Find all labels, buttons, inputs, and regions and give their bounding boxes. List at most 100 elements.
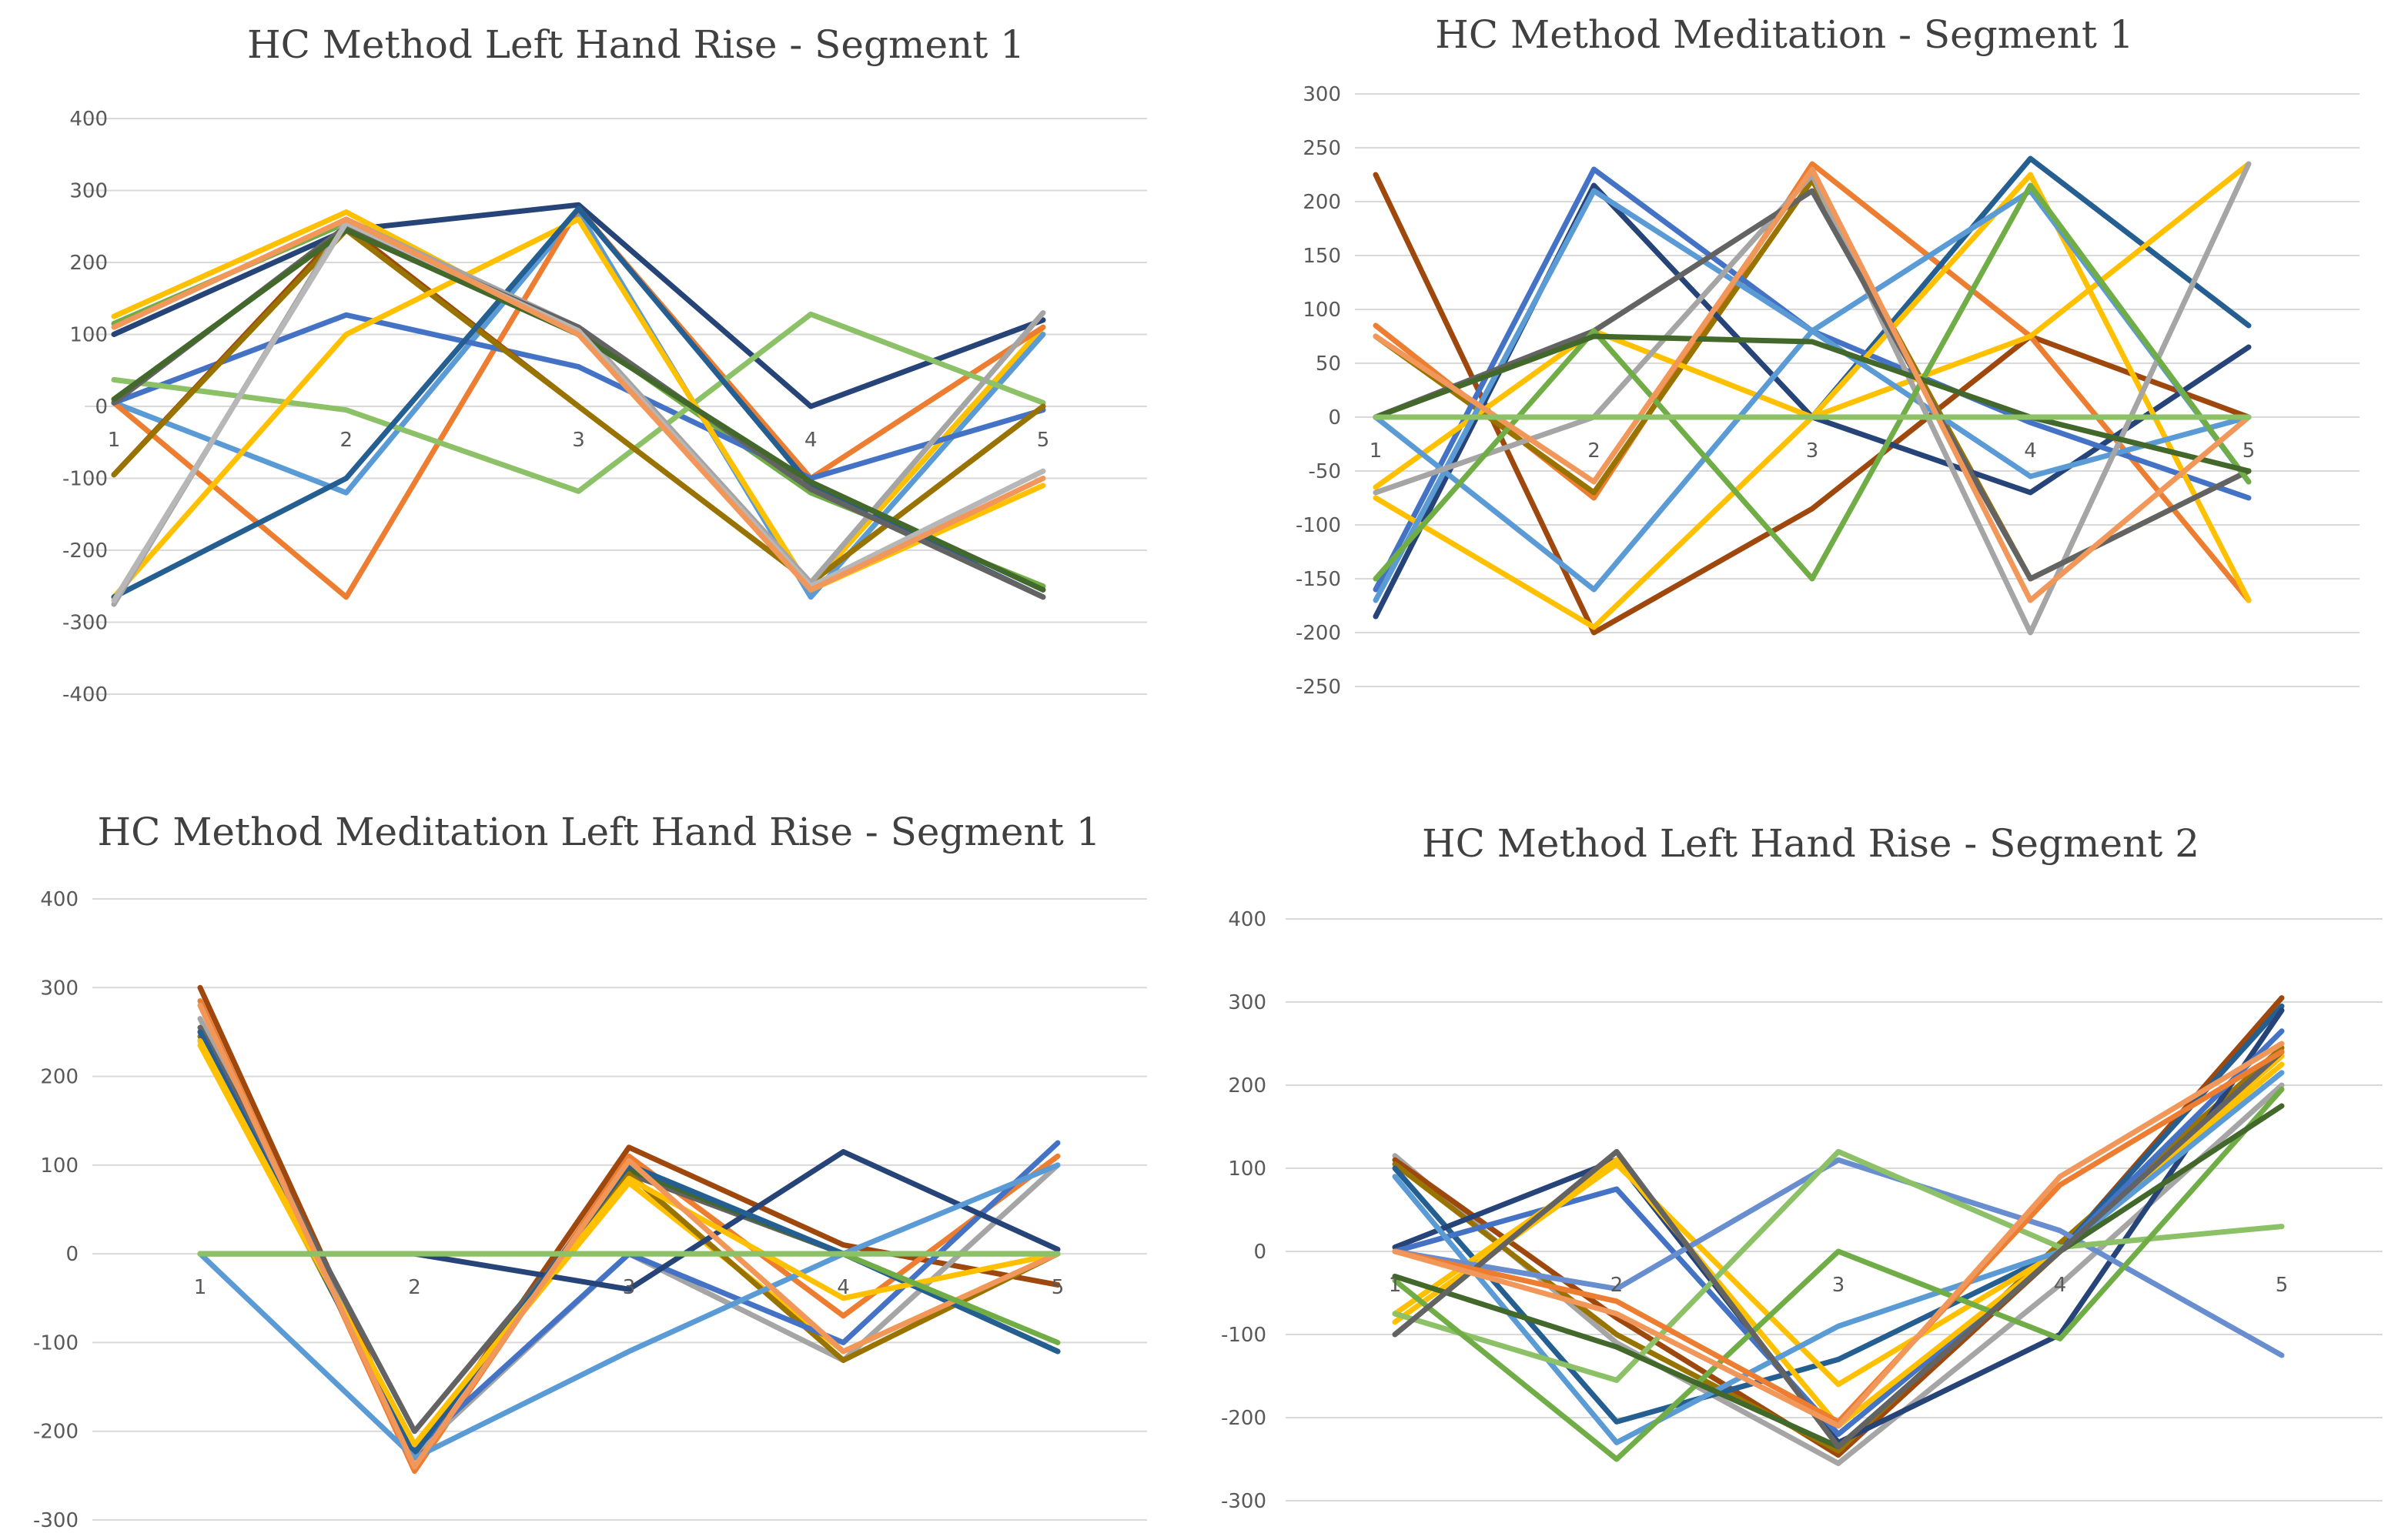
series-line-12 — [1392, 1086, 2285, 1462]
y-tick-label: 100 — [1228, 1158, 1266, 1181]
series-line-4 — [1373, 182, 2252, 620]
y-tick-label: 200 — [1303, 191, 1341, 214]
x-tick-label: 5 — [1052, 1276, 1065, 1299]
series-line-3 — [197, 1016, 1061, 1457]
x-tick-label: 2 — [1610, 1274, 1624, 1297]
series-line-12 — [197, 1037, 1061, 1448]
series-line-5 — [1373, 155, 2252, 420]
x-tick-label: 5 — [2276, 1274, 2289, 1297]
y-tick-label: 300 — [69, 180, 108, 203]
y-tick-label: 0 — [65, 1243, 79, 1266]
series-line-13 — [1373, 182, 2252, 582]
series-line-9 — [1392, 1070, 2285, 1445]
y-tick-label: 200 — [40, 1066, 79, 1089]
x-tick-label: 1 — [1370, 439, 1383, 463]
chart-title: HC Method Meditation Left Hand Rise - Se… — [97, 810, 1100, 854]
y-tick-label: 0 — [1253, 1241, 1266, 1264]
series-line-11 — [1373, 161, 2252, 636]
x-tick-label: 4 — [2024, 439, 2037, 463]
y-tick-label: -300 — [33, 1509, 79, 1532]
x-tick-label: 5 — [1037, 429, 1050, 452]
y-tick-label: 400 — [40, 888, 79, 911]
y-tick-label: -400 — [62, 683, 108, 707]
y-tick-label: -200 — [1221, 1407, 1266, 1430]
series-line-2 — [197, 998, 1061, 1475]
y-tick-label: 0 — [1328, 406, 1341, 429]
y-tick-label: 300 — [40, 977, 79, 1000]
series-line-14 — [111, 227, 1046, 593]
x-tick-label: 2 — [408, 1276, 421, 1299]
y-tick-label: -300 — [1221, 1490, 1266, 1513]
x-tick-label: 1 — [1389, 1274, 1402, 1297]
x-tick-label: 1 — [194, 1276, 207, 1299]
chart-title: HC Method Left Hand Rise - Segment 2 — [1422, 821, 2199, 866]
x-tick-label: 3 — [572, 429, 585, 452]
series-line-1 — [197, 984, 1061, 1461]
x-tick-label: 3 — [623, 1276, 636, 1299]
series-line-6 — [197, 1042, 1061, 1448]
y-tick-label: 300 — [1303, 83, 1341, 106]
y-tick-label: -100 — [1221, 1324, 1266, 1347]
y-tick-label: 100 — [40, 1154, 79, 1178]
series-line-4 — [1392, 1003, 2285, 1425]
y-tick-label: -200 — [62, 540, 108, 563]
chart-panel-top-right: HC Method Meditation - Segment 1 300 250 2… — [1186, 0, 2398, 754]
series-line-7 — [111, 311, 1046, 494]
chart-panel-top-left: HC Method Left Hand Rise - Segment 1 400… — [0, 0, 1186, 754]
series-line-10 — [197, 1029, 1061, 1457]
y-tick-label: 200 — [69, 252, 108, 275]
series-line-5 — [197, 1037, 1061, 1452]
x-tick-label: 4 — [837, 1276, 850, 1299]
series-line-6 — [1392, 1028, 2285, 1438]
y-tick-label: -100 — [62, 468, 108, 491]
chart-panel-bottom-left: HC Method Meditation Left Hand Rise - Se… — [0, 793, 1186, 1540]
chart-meditation-left-hand-rise-segment-1: HC Method Meditation Left Hand Rise - Se… — [33, 810, 1147, 1532]
chart-title: HC Method Meditation - Segment 1 — [1435, 12, 2133, 57]
y-tick-label: -150 — [1296, 568, 1341, 591]
x-tick-label: 4 — [804, 429, 818, 452]
y-tick-label: -250 — [1296, 676, 1341, 699]
series-line-14 — [1392, 1049, 2285, 1450]
series-line-15 — [1392, 1049, 2285, 1425]
y-tick-label: 100 — [1303, 299, 1341, 322]
y-tick-label: 250 — [1303, 137, 1341, 160]
chart-meditation-segment-1: HC Method Meditation - Segment 1 3002502… — [1296, 12, 2360, 699]
x-tick-label: 3 — [1832, 1274, 1845, 1297]
x-tick-label: 1 — [108, 429, 121, 452]
y-tick-label: 0 — [95, 396, 108, 419]
series-line-14 — [1373, 333, 2252, 474]
series-line-15 — [111, 220, 1046, 603]
y-tick-label: 50 — [1316, 352, 1341, 376]
chart-left-hand-rise-segment-1: HC Method Left Hand Rise - Segment 1 400… — [62, 22, 1147, 707]
series-line-15 — [1373, 166, 2252, 603]
series-line-8 — [197, 1029, 1061, 1452]
y-tick-label: -300 — [62, 612, 108, 635]
chart-title: HC Method Left Hand Rise - Segment 1 — [247, 22, 1025, 67]
y-tick-label: 150 — [1303, 245, 1341, 268]
y-tick-label: -100 — [33, 1331, 79, 1355]
series-line-13 — [197, 1002, 1061, 1470]
y-tick-label: 400 — [1228, 908, 1266, 931]
series-line-12 — [1373, 188, 2252, 582]
series-line-1 — [111, 202, 1046, 409]
y-tick-label: -200 — [33, 1421, 79, 1444]
series-line-16 — [1392, 1041, 2285, 1429]
y-tick-label: 100 — [69, 324, 108, 347]
series-line-7 — [197, 1034, 1061, 1452]
y-tick-label: 200 — [1228, 1074, 1266, 1097]
series-line-11 — [1392, 1148, 2285, 1383]
series-line-1 — [1373, 172, 2252, 636]
chart-left-hand-rise-segment-2: HC Method Left Hand Rise - Segment 2 400… — [1221, 821, 2383, 1513]
series-line-10 — [1392, 1157, 2285, 1358]
y-tick-label: 300 — [1228, 991, 1266, 1014]
y-tick-label: -50 — [1309, 460, 1341, 483]
x-tick-label: 2 — [339, 429, 353, 452]
chart-panel-bottom-right: HC Method Left Hand Rise - Segment 2 400… — [1186, 793, 2398, 1540]
x-tick-label: 5 — [2242, 439, 2256, 463]
y-tick-label: -100 — [1296, 514, 1341, 537]
x-tick-label: 3 — [1806, 439, 1819, 463]
series-line-4 — [197, 1024, 1061, 1435]
x-tick-label: 4 — [2054, 1274, 2067, 1297]
x-tick-label: 2 — [1587, 439, 1600, 463]
y-tick-label: 400 — [69, 108, 108, 131]
